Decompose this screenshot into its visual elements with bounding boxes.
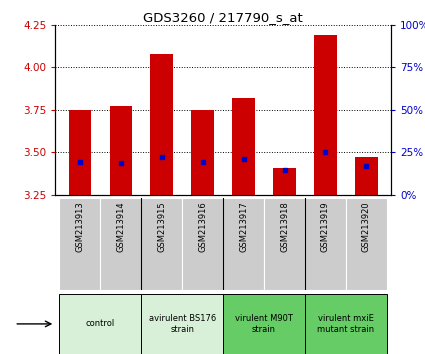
Text: control: control (86, 319, 115, 329)
Bar (223, 198, 264, 290)
Text: GSM213919: GSM213919 (321, 201, 330, 252)
Bar (110, 106, 132, 195)
Bar (305, 294, 387, 354)
Text: avirulent BS176
strain: avirulent BS176 strain (149, 314, 216, 333)
Bar (264, 198, 305, 290)
Text: GSM213918: GSM213918 (280, 201, 289, 252)
Bar (141, 294, 223, 354)
Bar (305, 198, 346, 290)
Text: GSM213917: GSM213917 (239, 201, 248, 252)
Bar (273, 167, 296, 195)
Bar (223, 294, 305, 354)
Text: GSM213916: GSM213916 (198, 201, 207, 252)
Text: virulent mxiE
mutant strain: virulent mxiE mutant strain (317, 314, 374, 333)
Bar (346, 198, 387, 290)
Bar (191, 110, 214, 195)
Bar (68, 110, 91, 195)
Bar (60, 198, 100, 290)
Bar (100, 198, 141, 290)
Bar (355, 157, 378, 195)
Text: GSM213915: GSM213915 (157, 201, 166, 252)
Bar (232, 98, 255, 195)
Text: GSM213914: GSM213914 (116, 201, 125, 252)
Bar (60, 294, 141, 354)
Title: GDS3260 / 217790_s_at: GDS3260 / 217790_s_at (143, 11, 303, 24)
Text: GSM213913: GSM213913 (75, 201, 84, 252)
Bar (314, 35, 337, 195)
Bar (182, 198, 223, 290)
Bar (141, 198, 182, 290)
Bar (150, 54, 173, 195)
Text: GSM213920: GSM213920 (362, 201, 371, 252)
Text: virulent M90T
strain: virulent M90T strain (235, 314, 293, 333)
